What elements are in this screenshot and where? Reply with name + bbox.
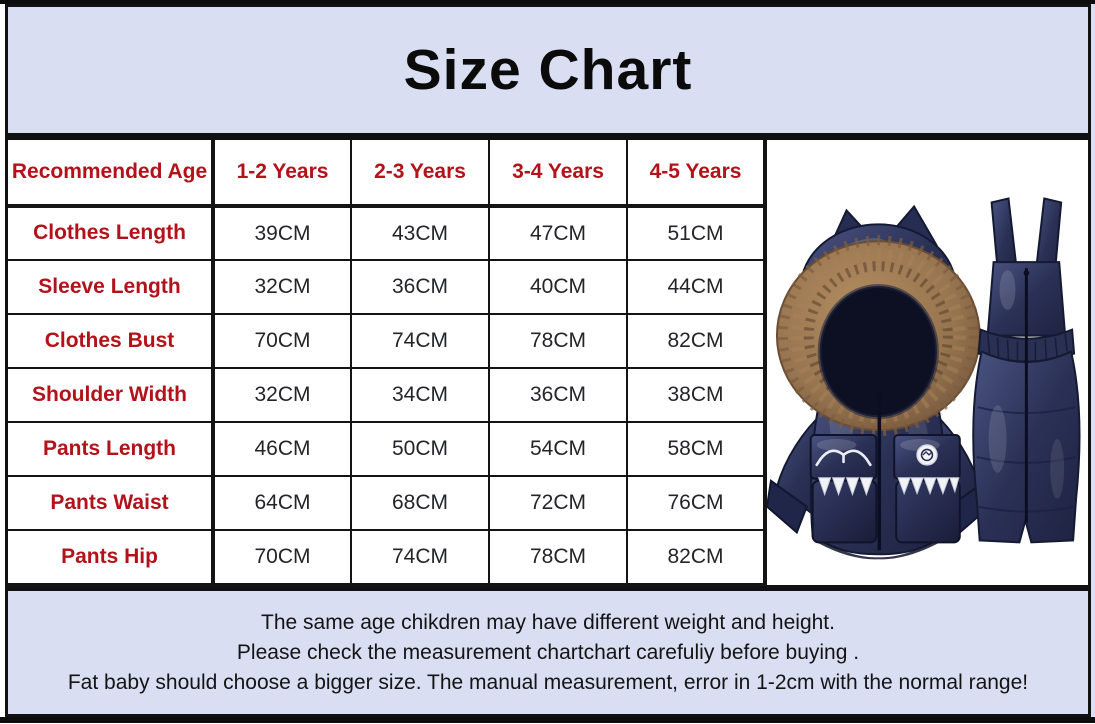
column-header: 4-5 Years bbox=[626, 140, 767, 208]
row-label: Shoulder Width bbox=[8, 367, 215, 424]
size-value: 50CM bbox=[350, 421, 490, 478]
snow-pants-illustration bbox=[972, 197, 1081, 544]
size-value: 43CM bbox=[350, 204, 490, 262]
size-value: 72CM bbox=[488, 475, 628, 532]
size-value: 44CM bbox=[626, 259, 767, 316]
size-value: 46CM bbox=[212, 421, 352, 478]
footer-note: The same age chikdren may have different… bbox=[5, 588, 1091, 717]
size-value: 70CM bbox=[212, 529, 352, 587]
size-value: 78CM bbox=[488, 529, 628, 587]
row-label: Pants Hip bbox=[8, 529, 215, 587]
size-value: 39CM bbox=[212, 204, 352, 262]
size-value: 74CM bbox=[350, 529, 490, 587]
table-row: Sleeve Length 32CM 36CM 40CM 44CM bbox=[8, 259, 767, 316]
column-header: 1-2 Years bbox=[212, 140, 352, 208]
footer-line: Fat baby should choose a bigger size. Th… bbox=[67, 671, 1029, 694]
size-value: 32CM bbox=[212, 259, 352, 316]
product-photo-illustration bbox=[767, 197, 1081, 560]
size-value: 40CM bbox=[488, 259, 628, 316]
size-value: 82CM bbox=[626, 529, 767, 587]
column-header: 2-3 Years bbox=[350, 140, 490, 208]
footer-line: The same age chikdren may have different… bbox=[261, 611, 835, 634]
row-label: Sleeve Length bbox=[8, 259, 215, 316]
footer-line: Please check the measurement chartchart … bbox=[236, 641, 860, 664]
size-value: 76CM bbox=[626, 475, 767, 532]
size-value: 36CM bbox=[488, 367, 628, 424]
size-value: 34CM bbox=[350, 367, 490, 424]
row-label: Pants Waist bbox=[8, 475, 215, 532]
size-value: 58CM bbox=[626, 421, 767, 478]
size-value: 51CM bbox=[626, 204, 767, 262]
size-table: Recommended Age 1-2 Years 2-3 Years 3-4 … bbox=[8, 140, 767, 587]
size-value: 54CM bbox=[488, 421, 628, 478]
column-header: 3-4 Years bbox=[488, 140, 628, 208]
row-label: Pants Length bbox=[8, 421, 215, 478]
jacket-illustration bbox=[767, 204, 991, 560]
corner-header: Recommended Age bbox=[8, 140, 215, 208]
row-label: Clothes Length bbox=[8, 204, 215, 262]
size-value: 36CM bbox=[350, 259, 490, 316]
product-photo bbox=[767, 140, 1088, 585]
table-row: Shoulder Width 32CM 34CM 36CM 38CM bbox=[8, 367, 767, 424]
size-value: 68CM bbox=[350, 475, 490, 532]
right-edge-strip bbox=[1091, 4, 1095, 717]
table-row: Clothes Length 39CM 43CM 47CM 51CM bbox=[8, 204, 767, 262]
size-value: 70CM bbox=[212, 313, 352, 370]
bottom-border-line bbox=[0, 717, 1095, 723]
title-banner: Size Chart bbox=[5, 4, 1091, 136]
table-row: Pants Waist 64CM 68CM 72CM 76CM bbox=[8, 475, 767, 532]
size-value: 38CM bbox=[626, 367, 767, 424]
header-row: Recommended Age 1-2 Years 2-3 Years 3-4 … bbox=[8, 140, 767, 208]
table-row: Pants Length 46CM 50CM 54CM 58CM bbox=[8, 421, 767, 478]
page-title: Size Chart bbox=[403, 38, 693, 102]
size-value: 78CM bbox=[488, 313, 628, 370]
row-label: Clothes Bust bbox=[8, 313, 215, 370]
size-value: 64CM bbox=[212, 475, 352, 532]
table-row: Pants Hip 70CM 74CM 78CM 82CM bbox=[8, 529, 767, 587]
size-value: 47CM bbox=[488, 204, 628, 262]
size-value: 82CM bbox=[626, 313, 767, 370]
size-value: 32CM bbox=[212, 367, 352, 424]
table-row: Clothes Bust 70CM 74CM 78CM 82CM bbox=[8, 313, 767, 370]
content-area: Recommended Age 1-2 Years 2-3 Years 3-4 … bbox=[5, 136, 1091, 588]
size-value: 74CM bbox=[350, 313, 490, 370]
